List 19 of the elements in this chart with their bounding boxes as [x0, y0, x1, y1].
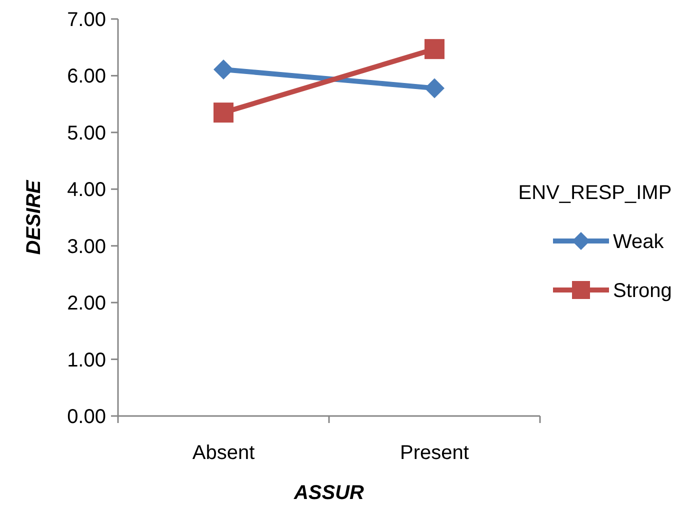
legend-title: ENV_RESP_IMP [518, 182, 672, 204]
y-tick-label: 7.00 [67, 9, 106, 31]
y-axis-title: DESIRE [23, 180, 45, 255]
y-tick-label: 6.00 [67, 66, 106, 88]
y-tick-label: 1.00 [67, 349, 106, 372]
y-tick-label: 2.00 [67, 292, 106, 315]
y-tick-label: 4.00 [67, 179, 106, 202]
y-tick-label: 3.00 [67, 236, 106, 258]
point [214, 102, 234, 123]
point [424, 78, 444, 98]
x-tick-label: Absent [192, 442, 256, 464]
legend-label: Strong [613, 280, 672, 302]
x-tick-label: Present [400, 442, 470, 464]
point [424, 39, 444, 60]
y-tick-label: 5.00 [67, 122, 106, 144]
y-tick-label: 0.00 [67, 406, 106, 428]
point [214, 59, 234, 80]
x-axis-title: ASSUR [292, 482, 365, 504]
legend-label: Weak [613, 231, 665, 253]
